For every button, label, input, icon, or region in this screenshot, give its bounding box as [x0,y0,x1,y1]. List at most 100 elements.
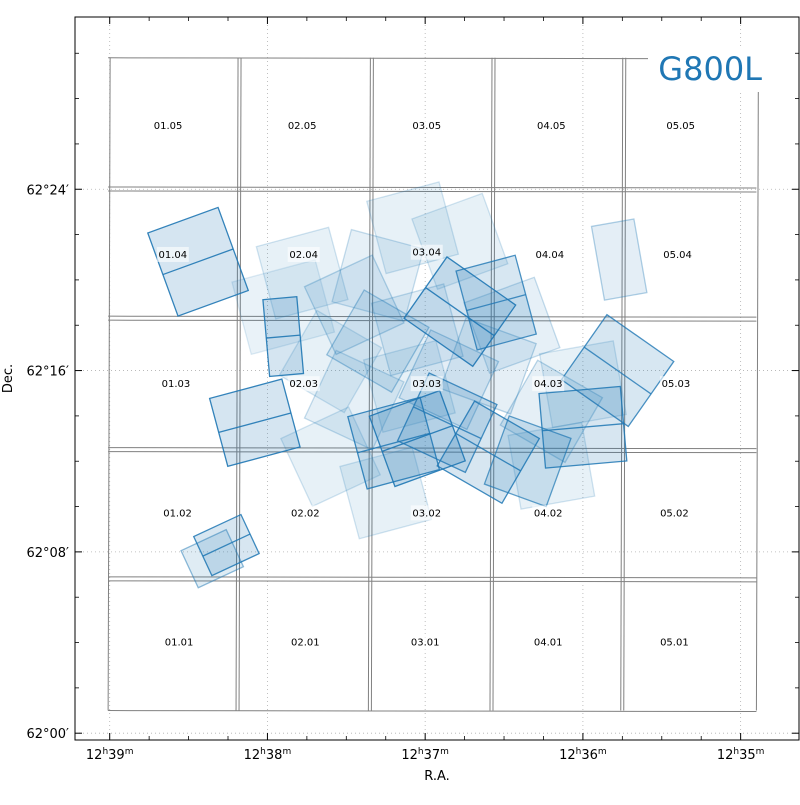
footprint-13 [483,415,572,508]
tile-edge-row-2-b [108,451,757,454]
tile-label-bg-19 [661,246,694,262]
footprint-rect-16 [303,254,405,356]
tile-label-bg-6 [289,505,322,521]
tile-label-05-04: 05.04 [661,246,694,262]
tile-edge-row-3 [108,315,757,318]
footprint-rect-26 [439,317,538,415]
footprint-rect-20 [231,259,336,356]
tile-label-text: 03.01 [411,638,440,649]
footprint-chip-gap-0 [162,248,234,276]
tile-edge-col-3 [492,57,496,711]
footprint-rect-9 [590,218,648,301]
tile-label-text: 03.02 [412,508,441,519]
tile-label-02-03: 02.03 [287,376,320,392]
footprint-19 [255,226,349,320]
tile-edge-row-4 [108,186,757,189]
footprint-27 [370,283,464,377]
tile-label-text: 02.01 [291,638,320,649]
tile-label-layer: 01.01 02.01 03.01 04.01 05.01 01.02 02.02 03.02… [152,117,697,650]
footprint-7 [560,313,675,428]
tile-label-05-02: 05.02 [658,505,691,521]
tile-label-bg-21 [286,117,319,133]
tile-label-01-01: 01.01 [163,634,196,650]
footprint-layer [146,181,675,589]
tile-label-text: 04.03 [534,379,563,390]
y-tick-label-2: 62°16′ [26,365,69,380]
footprint-rect-4 [180,528,245,589]
footprint-chip-gap-5 [425,287,495,337]
footprint-6 [455,254,538,351]
tile-label-bg-5 [161,505,194,521]
tile-label-04-02: 04.02 [532,505,565,521]
tile-label-03-01: 03.01 [409,634,442,650]
footprint-10 [368,389,467,488]
footprint-rect-22 [303,349,405,451]
y-tick-label-1: 62°08′ [26,546,69,561]
tile-label-text: 01.02 [163,508,192,519]
tile-label-03-04: 03.04 [410,244,443,260]
footprint-rect-32 [362,339,456,434]
footprint-chip-gap-7 [583,346,652,395]
tile-label-02-04: 02.04 [287,246,320,262]
tile-label-text: 01.01 [165,638,194,649]
tile-label-04-05: 04.05 [535,117,568,133]
tile-label-text: 04.04 [535,250,564,261]
footprint-28 [398,329,500,431]
tile-label-text: 04.01 [534,638,563,649]
footprint-chip-gap-1 [266,334,301,339]
tile-label-text: 05.05 [666,121,695,132]
tile-label-text: 01.03 [162,379,191,390]
footprint-chip-gap-6 [466,294,526,312]
plot-frame [74,16,800,741]
footprint-20 [231,259,336,356]
x-tick-label-2: 12h37m [401,747,449,763]
tile-label-01-02: 01.02 [161,505,194,521]
tile-label-bg-0 [163,634,196,650]
footprint-29 [463,276,561,375]
tile-label-bg-14 [659,376,692,392]
footprint-chip-gap-2 [218,412,292,434]
tile-label-bg-9 [658,505,691,521]
tile-edge-col-2 [367,57,371,711]
footprint-rect-25 [507,421,596,510]
footprint-rect-15 [325,289,430,394]
tile-label-bg-12 [410,376,443,392]
tile-label-text: 01.05 [154,121,183,132]
axis-ticks: 12h39m 12h38m 12h37m 12h36m 12h35m 62°00′ 62°0… [26,17,799,763]
tile-label-text: 03.04 [412,248,441,259]
footprint-15 [325,289,430,394]
footprint-23 [339,446,433,540]
tile-label-text: 04.05 [537,121,566,132]
footprint-1 [262,296,305,378]
tile-label-04-01: 04.01 [532,634,565,650]
footprint-5 [403,256,517,368]
tile-label-text: 01.04 [158,250,187,261]
tile-label-bg-4 [658,634,691,650]
footprint-31 [279,406,382,508]
tile-edge-row-4-b [108,190,757,193]
tile-label-05-01: 05.01 [658,634,691,650]
tile-label-text: 02.03 [289,379,318,390]
tile-label-03-03: 03.03 [410,376,443,392]
footprint-rect-28 [398,329,500,431]
tile-label-bg-11 [287,376,320,392]
x-tick-label-3: 12h36m [559,747,607,763]
tile-label-text: 05.02 [660,508,689,519]
tile-edge-row-2 [108,447,757,450]
tile-label-02-05: 02.05 [286,117,319,133]
tile-edge-col-0 [107,57,111,711]
tile-edge-col-4-b [623,57,627,711]
tile-label-text: 03.03 [412,379,441,390]
footprint-rect-24 [499,359,604,464]
filter-badge-background [648,48,766,92]
footprint-25 [507,421,596,510]
y-tick-label-3: 62°24′ [26,183,69,198]
footprint-4 [180,528,245,589]
tile-label-02-02: 02.02 [289,505,322,521]
tile-label-04-03: 04.03 [532,376,565,392]
tile-label-bg-23 [535,117,568,133]
footprint-rect-27 [370,283,464,377]
tile-label-bg-3 [532,634,565,650]
